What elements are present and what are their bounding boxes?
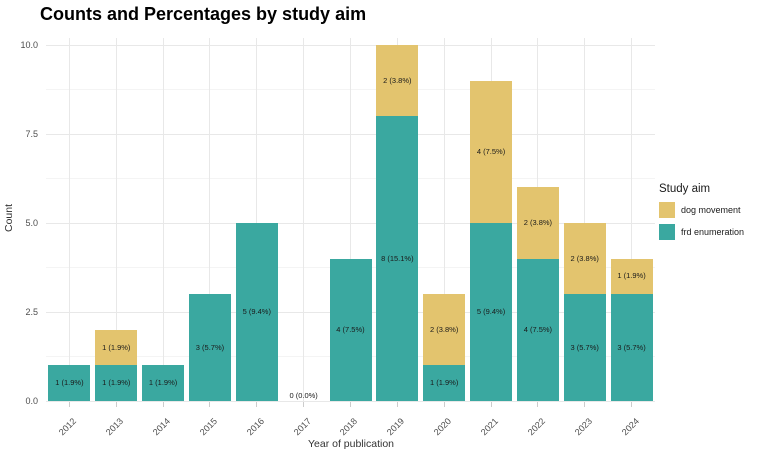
- y-tick-label: 0.0: [25, 395, 38, 406]
- legend-label: dog movement: [681, 205, 741, 215]
- gridline-major-v: [631, 38, 633, 401]
- bar-label: 2 (3.8%): [430, 324, 459, 334]
- gridline-major-h: [46, 400, 655, 402]
- bar-label: 5 (9.4%): [242, 307, 271, 316]
- x-tick-mark: [490, 402, 492, 407]
- gridline-major-v: [350, 38, 351, 401]
- y-tick-label: 5.0: [25, 217, 38, 228]
- bar-segment-2022-frd-enumeration: [516, 258, 559, 401]
- x-tick-mark: [537, 402, 539, 407]
- bar-label: 1 (1.9%): [430, 378, 459, 388]
- legend-swatch-icon: [659, 224, 675, 240]
- bar-segment-2014-frd-enumeration: [142, 365, 185, 401]
- bar-label: 1 (1.9%): [148, 378, 178, 388]
- y-tick-label: 2.5: [25, 306, 38, 317]
- bar-segment-2021-dog-movement: [470, 80, 513, 223]
- bar-segment-2015-frd-enumeration: [188, 294, 231, 401]
- legend-title: Study aim: [659, 183, 711, 195]
- zero-count-label: 0 (0.0%): [289, 391, 318, 400]
- bar-segment-2018-frd-enumeration: [329, 258, 372, 401]
- x-tick-mark: [443, 402, 445, 407]
- bar-label: 3 (5.7%): [195, 342, 225, 352]
- bar-segment-2012-frd-enumeration: [48, 365, 91, 401]
- bar-segment-2022-dog-movement: [516, 187, 559, 259]
- legend-item: frd enumeration: [659, 224, 767, 240]
- bar-label: 2 (3.8%): [523, 218, 553, 227]
- legend-label: frd enumeration: [681, 227, 745, 237]
- legend-swatch-icon: [659, 202, 675, 218]
- bar-segment-2024-dog-movement: [610, 258, 653, 295]
- gridline-major-v: [256, 38, 258, 401]
- bar-label: 4 (7.5%): [336, 324, 365, 334]
- x-tick-mark: [584, 402, 586, 407]
- bar-segment-2016-frd-enumeration: [235, 223, 278, 401]
- bar-segment-2013-frd-enumeration: [95, 365, 138, 401]
- gridline-major-v: [115, 38, 117, 401]
- bar-segment-2023-dog-movement: [563, 223, 606, 295]
- gridline-major-v: [162, 38, 164, 401]
- bar-segment-2013-dog-movement: [95, 329, 138, 366]
- y-tick-label: 10.0: [20, 39, 38, 50]
- bar-segment-2021-frd-enumeration: [470, 223, 513, 401]
- x-tick-mark: [350, 402, 351, 407]
- bar-label: 4 (7.5%): [523, 324, 553, 334]
- bar-label: 4 (7.5%): [476, 146, 506, 156]
- x-tick-mark: [396, 402, 398, 407]
- x-tick-mark: [162, 402, 164, 407]
- x-tick-mark: [209, 402, 211, 407]
- x-tick-label-wrap: 2024: [514, 411, 640, 437]
- gridline-major-v: [68, 38, 70, 401]
- bar-segment-2020-frd-enumeration: [423, 365, 466, 401]
- bar-segment-2019-frd-enumeration: [376, 116, 419, 401]
- x-tick-mark: [631, 402, 633, 407]
- gridline-major-v: [584, 38, 586, 401]
- x-tick-mark: [68, 402, 70, 407]
- bar-label: 3 (5.7%): [570, 342, 599, 352]
- y-tick-label: 7.5: [25, 128, 38, 139]
- x-tick-mark: [303, 402, 305, 407]
- bar-label: 1 (1.9%): [102, 378, 131, 388]
- chart-title: Counts and Percentages by study aim: [40, 4, 367, 24]
- legend-items: dog movement frd enumeration: [659, 202, 767, 240]
- bar-label: 2 (3.8%): [570, 253, 599, 263]
- bar-segment-2024-frd-enumeration: [610, 294, 653, 401]
- x-tick-mark: [115, 402, 117, 407]
- gridline-major-v: [209, 38, 211, 401]
- x-axis-title: Year of publication: [307, 438, 394, 450]
- bar-label: 1 (1.9%): [55, 378, 84, 388]
- bar-label: 1 (1.9%): [102, 342, 131, 352]
- gridline-major-v: [443, 38, 445, 401]
- x-tick-mark: [256, 402, 258, 407]
- gridline-major-v: [303, 38, 305, 401]
- bar-label: 3 (5.7%): [617, 342, 646, 352]
- bar-label: 5 (9.4%): [476, 307, 506, 316]
- bar-label: 1 (1.9%): [617, 271, 646, 281]
- legend: Study aim dog movement frd enumeration: [659, 183, 767, 246]
- x-tick-label: 2024: [619, 416, 641, 438]
- bar-segment-2023-frd-enumeration: [563, 294, 606, 401]
- bar-segment-2019-dog-movement: [376, 45, 419, 117]
- bar-label: 2 (3.8%): [383, 75, 412, 85]
- y-axis-title: Count: [3, 203, 15, 233]
- bar-segment-2020-dog-movement: [423, 294, 466, 366]
- bar-label: 8 (15.1%): [381, 253, 414, 263]
- legend-item: dog movement: [659, 202, 767, 218]
